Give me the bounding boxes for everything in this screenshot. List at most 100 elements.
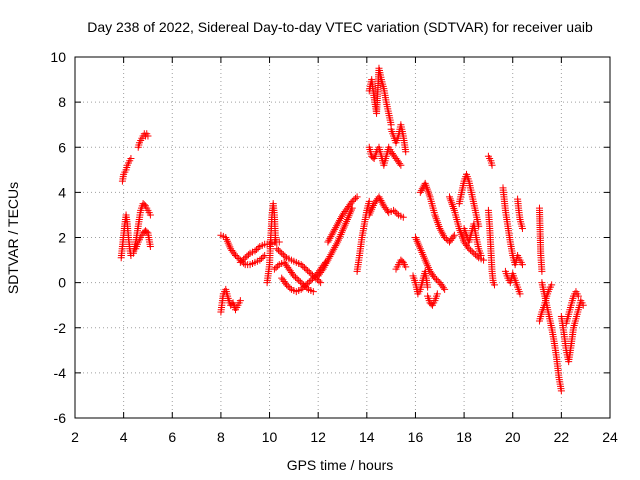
data-point-interp xyxy=(325,254,333,262)
data-point-interp xyxy=(322,260,330,268)
series-s20 xyxy=(392,256,410,273)
data-point-interp xyxy=(281,252,289,260)
data-point-interp xyxy=(471,251,479,259)
y-tick-label: -2 xyxy=(54,320,67,336)
data-point-interp xyxy=(300,282,308,290)
data-point-interp xyxy=(332,224,340,232)
data-point xyxy=(390,206,398,214)
data-point-interp xyxy=(230,250,238,258)
data-point xyxy=(297,285,305,293)
data-point-interp xyxy=(439,284,447,292)
data-point-interp xyxy=(327,251,335,259)
data-point-interp xyxy=(439,230,447,238)
y-axis-label: SDTVAR / TECUs xyxy=(5,182,21,294)
series-s23 xyxy=(416,179,458,246)
y-tick-labels: -6 -4 -2 0 2 4 6 8 10 xyxy=(50,49,66,426)
data-point xyxy=(232,252,239,260)
data-point-interp xyxy=(332,242,340,250)
series-s33 xyxy=(538,279,565,395)
data-point-interp xyxy=(299,284,307,292)
series-s28 xyxy=(484,152,496,169)
data-point-interp xyxy=(310,273,318,281)
data-point xyxy=(490,281,498,289)
data-point xyxy=(334,220,342,228)
data-point xyxy=(348,197,356,205)
data-point xyxy=(144,132,152,140)
data-point xyxy=(431,274,439,282)
data-point-interp xyxy=(143,228,151,236)
x-tick-label: 10 xyxy=(262,429,278,445)
data-point-interp xyxy=(377,196,385,204)
data-point xyxy=(295,276,303,284)
series-s4 xyxy=(132,227,154,253)
data-point xyxy=(272,238,280,246)
series-s35 xyxy=(535,281,556,325)
series-s31 xyxy=(501,267,524,298)
data-point-interp xyxy=(309,275,317,283)
data-point xyxy=(329,229,337,237)
data-point-interp xyxy=(396,160,404,168)
data-point-interp xyxy=(336,216,344,224)
series-s2 xyxy=(118,155,135,185)
data-point-interp xyxy=(305,268,313,276)
data-point xyxy=(402,263,410,271)
series-s36 xyxy=(557,297,587,366)
series-s13 xyxy=(314,204,356,280)
data-point-interp xyxy=(383,207,391,215)
data-point-interp xyxy=(473,252,481,260)
data-point xyxy=(424,283,432,291)
x-tick-label: 14 xyxy=(359,429,375,445)
series-s14 xyxy=(324,193,361,246)
x-tick-label: 16 xyxy=(408,429,424,445)
data-point-interp xyxy=(331,243,339,251)
data-point xyxy=(365,197,373,205)
y-tick-label: -4 xyxy=(54,365,67,381)
data-point xyxy=(397,161,405,169)
x-tick-label: 22 xyxy=(554,429,570,445)
data-point-interp xyxy=(238,257,246,265)
data-point-interp xyxy=(347,199,355,207)
series-s5 xyxy=(134,130,152,151)
grid-lines xyxy=(75,57,610,418)
data-point-interp xyxy=(244,251,252,259)
data-point-interp xyxy=(326,234,334,242)
data-point-interp xyxy=(328,231,336,239)
data-point-interp xyxy=(257,255,265,263)
data-point xyxy=(302,281,310,289)
y-tick-label: 10 xyxy=(50,49,66,65)
data-point xyxy=(307,270,315,278)
data-point-interp xyxy=(437,226,445,234)
data-points xyxy=(117,64,587,395)
data-point xyxy=(283,281,291,289)
series-s15 xyxy=(353,197,373,275)
data-point-interp xyxy=(281,279,289,287)
y-tick-label: -6 xyxy=(54,410,67,426)
data-point xyxy=(278,249,286,257)
series-s17 xyxy=(387,121,410,156)
data-point xyxy=(146,211,154,219)
data-point-interp xyxy=(291,273,299,281)
data-point xyxy=(329,247,337,255)
data-point-interp xyxy=(434,277,442,285)
data-point-interp xyxy=(279,251,287,259)
data-point-interp xyxy=(304,279,312,287)
series-s11 xyxy=(270,258,317,296)
data-point xyxy=(307,276,315,284)
series-s21 xyxy=(409,267,432,298)
data-point-interp xyxy=(286,284,294,292)
data-point-interp xyxy=(321,261,329,269)
data-point xyxy=(297,261,305,269)
data-point xyxy=(441,285,449,293)
data-point-interp xyxy=(335,218,343,226)
data-point-interp xyxy=(289,270,297,278)
data-point-interp xyxy=(337,215,345,223)
data-point-interp xyxy=(259,253,267,261)
data-point-interp xyxy=(326,252,334,260)
data-point xyxy=(450,231,458,239)
data-point-interp xyxy=(325,236,333,244)
data-point-interp xyxy=(305,278,313,286)
data-point-interp xyxy=(330,227,338,235)
data-point xyxy=(557,387,565,395)
y-tick-label: 2 xyxy=(58,230,66,246)
